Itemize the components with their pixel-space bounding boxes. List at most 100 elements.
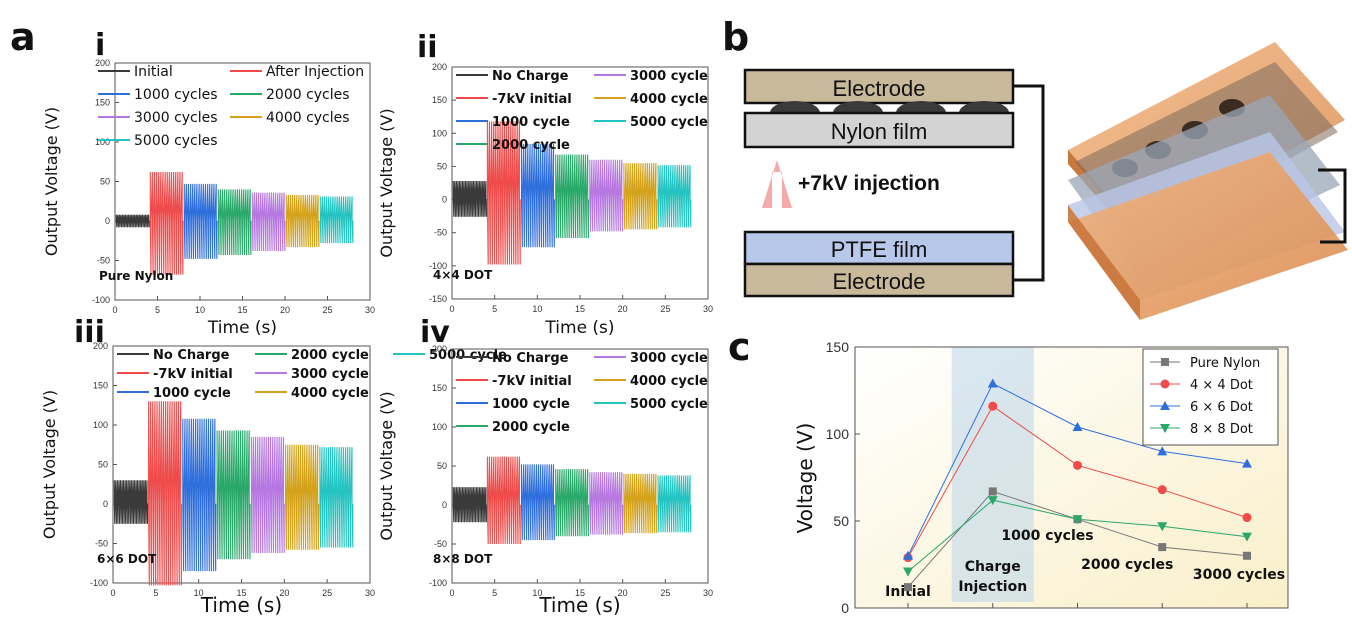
data-point bbox=[1242, 513, 1252, 523]
bottom-electrode-3d-edge bbox=[1068, 205, 1140, 320]
y-tick-label: 100 bbox=[95, 137, 110, 147]
y-tick-label: 150 bbox=[826, 339, 850, 355]
y-tick-label: 50 bbox=[437, 461, 447, 471]
waveform-series-1 bbox=[452, 487, 487, 523]
x-tick-label: 25 bbox=[660, 304, 670, 314]
y-axis-label: Output Voltage (V) bbox=[42, 107, 61, 256]
legend-entry: 6 × 6 Dot bbox=[1190, 400, 1253, 415]
x-tick-label: 25 bbox=[322, 305, 332, 315]
waveform-series-5 bbox=[589, 472, 624, 535]
legend-marker bbox=[1160, 401, 1170, 410]
data-point bbox=[987, 496, 998, 506]
x-tick-label: 20 bbox=[279, 588, 289, 598]
waveform-series-4 bbox=[216, 430, 251, 560]
y-axis-label: Voltage (V) bbox=[793, 423, 817, 534]
waveform-panel-iv: iv -100 -50 0 50 100 150 200 0 5 10 15 20 25 30 Time (s… bbox=[377, 315, 713, 617]
x-tick-label: 15 bbox=[575, 304, 585, 314]
x-tick-label: 0 bbox=[449, 304, 454, 314]
panel-label-c: c bbox=[728, 325, 751, 369]
y-tick-label: -100 bbox=[429, 261, 447, 271]
y-tick-label: 200 bbox=[432, 344, 447, 354]
data-point bbox=[1157, 522, 1168, 532]
device-3d-illustration bbox=[1068, 42, 1348, 320]
y-tick-label: -50 bbox=[434, 228, 447, 238]
y-axis-label: Output Voltage (V) bbox=[40, 390, 59, 539]
y-tick-label: -150 bbox=[429, 294, 447, 304]
sample-note: 6×6 DOT bbox=[97, 552, 157, 566]
legend-entry: 1000 cycle bbox=[492, 397, 570, 412]
x-tick-label: 5 bbox=[492, 304, 497, 314]
legend-entry: 5000 cycle bbox=[630, 397, 708, 412]
y-tick-label: 200 bbox=[432, 62, 447, 72]
y-tick-label: -100 bbox=[90, 578, 108, 588]
y-tick-label: -100 bbox=[429, 578, 447, 588]
category-label: Initial bbox=[885, 584, 931, 600]
device-schematic: Electrode Nylon film +7kV injection PTFE… bbox=[743, 42, 1348, 320]
legend-entry: 2000 cycle bbox=[492, 138, 570, 153]
x-tick-label: 5 bbox=[155, 305, 160, 315]
waveform-series-2 bbox=[486, 121, 521, 265]
x-tick-label: 10 bbox=[532, 304, 542, 314]
data-point bbox=[1158, 543, 1167, 552]
legend-marker bbox=[1160, 379, 1170, 389]
y-tick-label: -100 bbox=[92, 295, 110, 305]
waveform-series-7 bbox=[319, 196, 354, 244]
y-tick-label: 100 bbox=[432, 128, 447, 138]
legend-entry: No Charge bbox=[492, 69, 569, 84]
sample-note: Pure Nylon bbox=[99, 269, 173, 283]
legend-entry: 2000 cycle bbox=[492, 420, 570, 435]
data-point bbox=[988, 487, 997, 496]
x-axis-label: Time (s) bbox=[544, 318, 614, 338]
waveform-series-7 bbox=[657, 475, 692, 533]
waveform-series-4 bbox=[555, 469, 589, 537]
category-label: 3000 cycles bbox=[1193, 567, 1285, 583]
subpanel-label: iv bbox=[420, 315, 450, 350]
waveform-series-2 bbox=[148, 401, 182, 586]
data-point bbox=[1157, 485, 1167, 495]
y-tick-label: -50 bbox=[434, 539, 447, 549]
y-tick-label: 200 bbox=[93, 341, 108, 351]
y-tick-label: 100 bbox=[432, 422, 447, 432]
x-tick-label: 15 bbox=[236, 588, 246, 598]
data-point bbox=[904, 583, 912, 592]
x-tick-label: 5 bbox=[492, 588, 497, 598]
sample-note: 8×8 DOT bbox=[433, 552, 493, 566]
y-tick-label: 50 bbox=[100, 177, 110, 187]
legend-entry: 1000 cycles bbox=[134, 87, 218, 103]
legend-entry: 2000 cycles bbox=[266, 87, 350, 103]
x-tick-label: 30 bbox=[703, 304, 713, 314]
waveform-series-2 bbox=[486, 456, 521, 545]
ptfe-film-layer bbox=[743, 230, 1015, 266]
top-electrode-label: Electrode bbox=[833, 76, 926, 101]
plot-frame bbox=[854, 346, 1289, 609]
legend-entry: -7kV initial bbox=[492, 374, 572, 389]
x-tick-label: 0 bbox=[112, 305, 117, 315]
circuit-wire bbox=[1013, 84, 1045, 282]
injection-label: +7kV injection bbox=[798, 172, 940, 195]
waveform-series-2 bbox=[149, 171, 184, 275]
legend-entry: 5000 cycle bbox=[630, 115, 708, 130]
waveform-series-5 bbox=[250, 436, 285, 554]
x-tick-label: 15 bbox=[237, 305, 247, 315]
waveform-series-6 bbox=[285, 444, 320, 550]
summary-chart: 0 50 100 150 Voltage (V) Initial Charge Injecti… bbox=[793, 339, 1289, 616]
x-axis-label: Time (s) bbox=[200, 593, 282, 617]
waveform-series-1 bbox=[452, 180, 487, 217]
ptfe-film-label: PTFE film bbox=[831, 237, 928, 262]
y-tick-label: 0 bbox=[442, 195, 447, 205]
legend-entry: -7kV initial bbox=[153, 367, 233, 382]
sample-note: 4×4 DOT bbox=[433, 268, 493, 282]
y-axis-label: Output Voltage (V) bbox=[377, 108, 396, 257]
panel-label-b: b bbox=[722, 15, 749, 59]
legend-entry: 3000 cycle bbox=[630, 69, 708, 84]
x-tick-label: 10 bbox=[532, 588, 542, 598]
data-point bbox=[1242, 532, 1252, 542]
x-tick-label: 25 bbox=[660, 588, 670, 598]
waveform-series-1 bbox=[115, 214, 150, 228]
x-tick-label: 0 bbox=[449, 588, 454, 598]
subpanel-label: iii bbox=[74, 315, 105, 350]
data-point bbox=[987, 378, 998, 388]
data-point bbox=[1157, 446, 1168, 456]
y-tick-label: 150 bbox=[432, 383, 447, 393]
